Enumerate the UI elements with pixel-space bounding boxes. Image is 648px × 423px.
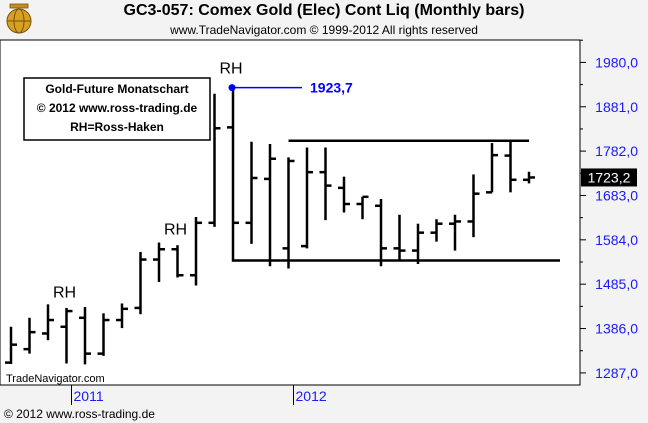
- y-axis-ticks: 1287,0 1386,0 1485,0 1584,0 1683,0 1782,0 1881…: [580, 39, 638, 381]
- ohlc-bar: [486, 143, 498, 194]
- ohlc-bar: [356, 195, 369, 220]
- rh-label: RH: [53, 285, 76, 302]
- ohlc-bar: [301, 147, 313, 249]
- ohlc-bar: [523, 171, 535, 184]
- x-tick-label: 2011: [74, 388, 104, 404]
- ohlc-bar: [23, 317, 36, 354]
- ohlc-bar: [97, 313, 110, 356]
- legend-line-1: Gold-Future Monatschart: [45, 82, 188, 96]
- watermark: TradeNavigator.com: [6, 373, 105, 385]
- annotations-layer: RH RH RH 1923,7: [53, 61, 353, 302]
- peak-marker: [228, 84, 302, 92]
- y-tick-label: 1881,0: [595, 99, 638, 115]
- ohlc-bar: [467, 174, 480, 238]
- legend-line-3: RH=Ross-Haken: [70, 120, 164, 134]
- ohlc-bar: [393, 214, 406, 260]
- ohlc-bar: [134, 251, 147, 315]
- ohlc-bar: [282, 157, 295, 269]
- last-price-badge: [581, 168, 637, 187]
- ohlc-bar: [42, 304, 54, 341]
- peak-value-label: 1923,7: [310, 80, 353, 96]
- ohlc-bar: [375, 199, 387, 267]
- y-tick-label: 1782,0: [595, 143, 638, 159]
- ohlc-bar: [190, 216, 202, 286]
- x-tick-label: 2012: [296, 388, 327, 404]
- ohlc-bar: [245, 141, 258, 244]
- ohlc-bar: [60, 307, 73, 364]
- ohlc-bar: [430, 219, 443, 242]
- ohlc-bar: [504, 141, 517, 193]
- y-tick-label: 1683,0: [595, 187, 638, 203]
- legend-box: Gold-Future Monatschart © 2012 www.ross-…: [23, 77, 211, 141]
- ohlc-bar: [264, 143, 276, 267]
- copyright-subtitle: www.TradeNavigator.com © 1999-2012 All r…: [170, 23, 478, 37]
- y-tick-label: 1584,0: [595, 232, 638, 248]
- lines-layer: [233, 139, 560, 262]
- x-axis-ticks: 2011 2012: [71, 385, 327, 405]
- ohlc-bar: [449, 214, 461, 251]
- y-tick-label: 1386,0: [595, 321, 638, 337]
- chart-title: GC3-057: Comex Gold (Elec) Cont Liq (Mon…: [123, 2, 525, 19]
- ohlc-bar: [171, 245, 184, 278]
- ohlc-bar: [116, 303, 128, 329]
- footer-copyright: © 2012 www.ross-trading.de: [4, 407, 155, 421]
- globe-logo-icon: [6, 3, 32, 34]
- last-price-label: 1723,2: [588, 169, 631, 185]
- ohlc-bar: [208, 93, 221, 227]
- y-tick-label: 1980,0: [595, 54, 638, 70]
- ohlc-bar: [338, 176, 350, 213]
- y-tick-label: 1485,0: [595, 276, 638, 292]
- ohlc-bar: [79, 307, 91, 365]
- ohlc-bar: [153, 242, 165, 282]
- rh-label: RH: [164, 221, 187, 238]
- ohlc-bar: [227, 88, 239, 262]
- bars-layer: [5, 88, 535, 365]
- ohlc-bar: [5, 326, 17, 364]
- ohlc-bar: [412, 223, 424, 265]
- ohlc-bar: [319, 147, 332, 221]
- y-tick-label: 1287,0: [595, 365, 638, 381]
- legend-line-2: © 2012 www.ross-trading.de: [37, 101, 198, 115]
- rh-label: RH: [219, 61, 242, 78]
